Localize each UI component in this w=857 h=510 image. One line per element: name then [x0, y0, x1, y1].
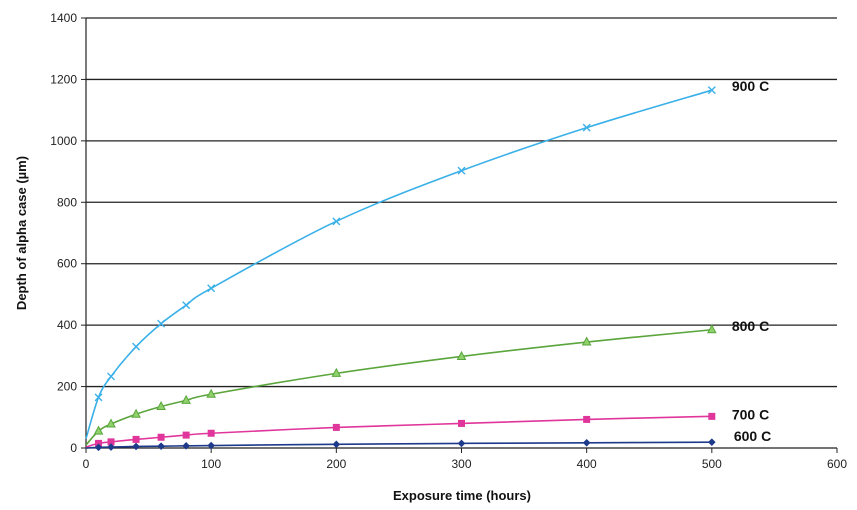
- data-point-700-c-500: [708, 412, 716, 420]
- x-tick-label-0: 0: [83, 457, 90, 471]
- data-point-800-c-200: [331, 367, 342, 377]
- data-point-600-c-300: [457, 439, 466, 448]
- data-point-900-c-60: [157, 319, 166, 328]
- data-point-900-c-400: [582, 123, 591, 132]
- axes: [81, 17, 838, 453]
- series-line-600-c: [85, 441, 712, 449]
- data-point-900-c-200: [332, 217, 341, 226]
- y-tick-label-800: 800: [57, 195, 77, 209]
- data-point-900-c-200-stroke-b: [332, 217, 341, 226]
- data-point-900-c-40-stroke-b: [132, 342, 141, 351]
- data-point-700-c-60: [157, 433, 165, 441]
- y-tick-label-1400: 1400: [50, 11, 77, 25]
- y-tick-label-400: 400: [57, 318, 77, 332]
- series-800-c: [85, 324, 717, 446]
- data-point-900-c-40: [132, 342, 141, 351]
- data-point-600-c-80: [182, 442, 190, 450]
- data-point-600-c-100: [207, 441, 215, 450]
- data-point-900-c-20: [107, 372, 116, 381]
- data-point-600-c-40: [132, 442, 140, 451]
- series-label-600-c: 600 C: [734, 428, 771, 444]
- series-label-800-c: 800 C: [732, 318, 769, 334]
- data-point-600-c-10: [94, 443, 103, 452]
- data-point-600-c-500: [708, 438, 716, 446]
- data-point-900-c-60-stroke-b: [157, 319, 166, 328]
- data-point-900-c-20-stroke-b: [107, 372, 116, 381]
- y-tick-label-200: 200: [57, 380, 77, 394]
- data-point-800-c-40: [131, 408, 141, 418]
- series-line-800-c: [85, 328, 712, 446]
- data-point-700-c-100: [207, 429, 215, 437]
- data-point-700-c-400: [583, 415, 591, 423]
- data-point-900-c-300-stroke-b: [457, 166, 466, 175]
- y-axis-title: Depth of alpha case (µm): [14, 156, 29, 310]
- x-tick-label-300: 300: [451, 457, 471, 471]
- data-point-700-c-300: [458, 419, 465, 427]
- data-point-900-c-100-stroke-b: [207, 284, 216, 293]
- data-point-900-c-80: [182, 301, 191, 310]
- data-point-800-c-500: [706, 324, 717, 334]
- series-700-c: [85, 412, 716, 448]
- y-tick-label-1200: 1200: [50, 72, 77, 86]
- data-point-900-c-80-stroke-b: [182, 301, 191, 310]
- data-point-800-c-100: [206, 388, 217, 398]
- series-600-c: [85, 438, 716, 452]
- data-point-700-c-20: [107, 438, 115, 446]
- data-point-900-c-10-stroke-b: [94, 393, 103, 402]
- x-tick-label-500: 500: [702, 457, 722, 471]
- gridlines: [86, 17, 837, 388]
- data-point-900-c-500: [707, 86, 716, 95]
- data-point-600-c-60: [157, 442, 165, 450]
- series-label-700-c: 700 C: [732, 406, 769, 422]
- data-point-600-c-20: [107, 443, 115, 451]
- x-tick-label-200: 200: [326, 457, 346, 471]
- data-point-900-c-100: [207, 284, 216, 293]
- series-lines: [85, 86, 717, 452]
- data-point-900-c-10: [94, 393, 103, 402]
- data-point-800-c-400: [581, 336, 592, 346]
- y-tick-label-600: 600: [57, 257, 77, 271]
- series-labels: 900 C 800 C 700 C 600 C: [732, 78, 771, 444]
- data-point-900-c-400-stroke-b: [582, 123, 591, 132]
- data-point-700-c-40: [132, 435, 140, 443]
- data-point-800-c-300: [456, 350, 467, 360]
- data-point-800-c-80: [181, 394, 191, 404]
- data-point-800-c-10: [93, 425, 104, 435]
- y-tick-label-1000: 1000: [50, 134, 77, 148]
- data-point-900-c-300: [457, 166, 466, 175]
- y-tick-label-0: 0: [70, 441, 77, 455]
- series-label-900-c: 900 C: [732, 78, 769, 94]
- data-point-700-c-80: [182, 431, 190, 439]
- data-point-700-c-10: [95, 439, 103, 447]
- data-point-600-c-200: [332, 440, 341, 449]
- data-point-600-c-400: [582, 438, 591, 447]
- data-point-800-c-20: [106, 418, 116, 428]
- x-axis-title: Exposure time (hours): [393, 488, 531, 503]
- x-tick-labels: 0 100 200 300 400 500 600: [83, 457, 848, 471]
- x-tick-label-400: 400: [577, 457, 597, 471]
- series-900-c: [85, 86, 716, 440]
- x-tick-label-100: 100: [201, 457, 221, 471]
- x-tick-label-600: 600: [827, 457, 847, 471]
- data-point-800-c-60: [156, 400, 166, 411]
- data-point-700-c-200: [332, 423, 340, 431]
- data-point-900-c-500-stroke-b: [707, 86, 716, 95]
- y-tick-labels: 0 200 400 600 800 1000 1200 1400: [50, 11, 77, 455]
